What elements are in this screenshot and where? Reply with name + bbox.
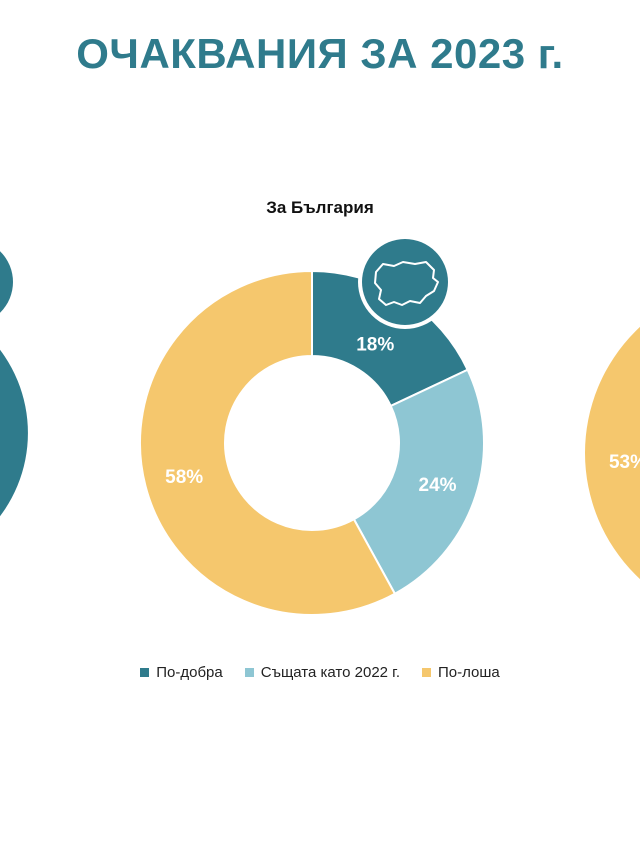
legend-item-better: По-добра bbox=[140, 664, 223, 681]
slice-label-same: 24% bbox=[419, 475, 457, 496]
main-donut-labels: 18% 24% 58% bbox=[165, 334, 457, 495]
legend-label-same: Същата като 2022 г. bbox=[260, 664, 400, 681]
slice-label-better: 18% bbox=[356, 334, 394, 355]
partial-right-label-worse: 53% bbox=[609, 452, 640, 473]
legend-item-same: Същата като 2022 г. bbox=[244, 664, 400, 681]
donut-slice-same bbox=[352, 368, 485, 596]
partial-left-badge bbox=[0, 251, 13, 313]
partial-left-slice-better bbox=[0, 349, 28, 517]
donut-slice-worse bbox=[139, 269, 397, 616]
partial-right-slice-worse bbox=[585, 326, 640, 580]
chart-title: За България bbox=[266, 198, 374, 217]
partial-donut-left bbox=[0, 251, 28, 517]
legend-swatch-better bbox=[140, 668, 150, 677]
main-donut-chart bbox=[139, 269, 485, 616]
slice-label-worse: 58% bbox=[165, 467, 203, 488]
legend-item-worse: По-лоша bbox=[421, 664, 500, 681]
legend-swatch-worse bbox=[421, 668, 431, 677]
chart-legend: По-добра Същата като 2022 г. По-лоша bbox=[0, 664, 640, 681]
page-title: ОЧАКВАНИЯ ЗА 2023 г. bbox=[76, 30, 564, 77]
legend-swatch-same bbox=[244, 668, 254, 677]
partial-donut-right bbox=[585, 326, 640, 580]
legend-label-better: По-добра bbox=[156, 664, 223, 681]
partial-donut-right-labels: 53% bbox=[609, 452, 640, 473]
bulgaria-map-icon bbox=[358, 235, 452, 329]
legend-label-worse: По-лоша bbox=[437, 664, 500, 681]
